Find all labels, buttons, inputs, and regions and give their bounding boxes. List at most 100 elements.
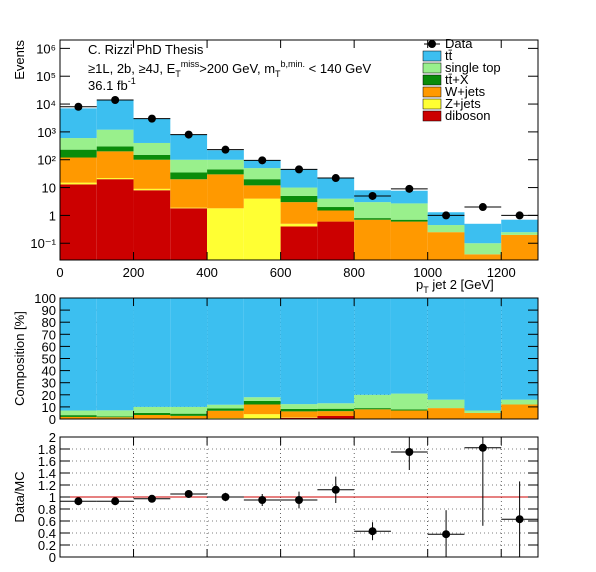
bar	[60, 182, 97, 185]
y-tick-label: 100	[34, 291, 56, 306]
y-tick-label: 10³	[37, 125, 56, 140]
y-tick-label: 0.6	[38, 514, 56, 529]
bar	[390, 298, 428, 394]
bar	[207, 174, 244, 209]
annotation-part: C. Rizzi PhD Thesis	[88, 42, 204, 57]
bar	[243, 400, 281, 405]
bar	[207, 298, 244, 405]
x-tick-label: 600	[270, 265, 292, 280]
bar	[317, 411, 355, 416]
bar	[280, 226, 318, 260]
bar	[317, 207, 355, 211]
bar	[317, 408, 355, 412]
bar	[390, 219, 428, 222]
data-point	[368, 191, 377, 200]
bar	[170, 134, 208, 160]
bar	[317, 221, 355, 260]
data-point	[295, 165, 303, 174]
bar	[243, 404, 281, 415]
legend-swatch	[422, 86, 442, 98]
x-axis-label-part: T	[423, 285, 429, 295]
data-point	[111, 95, 120, 104]
bar	[133, 154, 171, 160]
y-tick-label: 10	[42, 400, 56, 415]
x-tick-label: 0	[56, 265, 63, 280]
data-point	[478, 443, 487, 452]
bar	[96, 179, 134, 260]
bar	[501, 219, 538, 233]
x-axis-label: pT jet 2 [GeV]	[416, 277, 494, 295]
data-point	[221, 145, 230, 154]
bar	[317, 415, 355, 419]
y-tick-label: 70	[42, 327, 56, 342]
bar	[354, 202, 391, 219]
y-tick-label: 1.4	[38, 466, 56, 481]
bar	[60, 184, 97, 260]
annotation: C. Rizzi PhD Thesis	[88, 42, 204, 57]
bar	[501, 234, 538, 260]
annotation: ≥1L, 2b, ≥4J, ETmiss>200 GeV, mTb,min. <…	[88, 59, 372, 79]
bar	[464, 223, 502, 244]
x-axis-label-part: jet 2 [GeV]	[429, 277, 494, 292]
bar	[390, 190, 428, 204]
bar	[390, 221, 428, 260]
y-tick-label: 0	[49, 550, 56, 565]
y-tick-label: 1	[49, 490, 56, 505]
bar	[317, 403, 355, 409]
bar	[354, 219, 391, 260]
data-point	[478, 203, 487, 212]
bar	[207, 404, 244, 409]
legend-swatch	[422, 62, 442, 74]
data-point	[442, 530, 451, 539]
data-point	[258, 156, 267, 165]
bar	[243, 397, 281, 401]
annotation-part: >200 GeV, m	[199, 61, 275, 76]
y-axis-label: Data/MC	[12, 471, 27, 522]
bar	[280, 223, 318, 227]
bar	[207, 410, 244, 419]
y-tick-label: 10²	[37, 153, 56, 168]
x-tick-label: 800	[343, 265, 365, 280]
data-point	[147, 494, 156, 503]
bar	[317, 210, 355, 222]
bar	[60, 138, 97, 150]
y-tick-label: 1.2	[38, 478, 56, 493]
bar	[60, 149, 97, 158]
bar	[133, 188, 171, 191]
y-tick-label: 30	[42, 376, 56, 391]
bar	[60, 108, 97, 139]
legend-label: Data	[445, 36, 473, 51]
data-point	[147, 114, 156, 123]
annotation-part: T	[275, 69, 281, 79]
bar	[501, 399, 538, 405]
y-tick-label: 1.6	[38, 454, 56, 469]
data-point	[295, 496, 303, 504]
y-tick-label: 80	[42, 315, 56, 330]
legend-label: tt̄	[445, 48, 453, 63]
y-tick-label: 10⁵	[36, 69, 56, 84]
bar	[96, 151, 134, 179]
bar	[207, 150, 244, 160]
legend-marker	[428, 40, 436, 48]
legend-swatch	[422, 98, 442, 110]
legend-label: tt̄+X	[445, 72, 469, 87]
bar	[280, 404, 318, 409]
y-tick-label: 0.2	[38, 538, 56, 553]
bar	[390, 409, 428, 411]
data-point	[258, 496, 267, 504]
bar	[243, 198, 281, 260]
y-tick-label: 0.8	[38, 502, 56, 517]
bar	[280, 195, 318, 203]
bar	[354, 409, 391, 419]
bar	[501, 404, 538, 419]
annotation-part: -1	[128, 76, 136, 86]
bar	[354, 218, 391, 220]
bar	[427, 408, 465, 419]
data-point	[405, 448, 414, 456]
bar	[60, 410, 97, 416]
bar	[390, 203, 428, 220]
bar	[243, 168, 281, 180]
annotation-part: T	[175, 69, 181, 79]
bar	[354, 394, 391, 409]
